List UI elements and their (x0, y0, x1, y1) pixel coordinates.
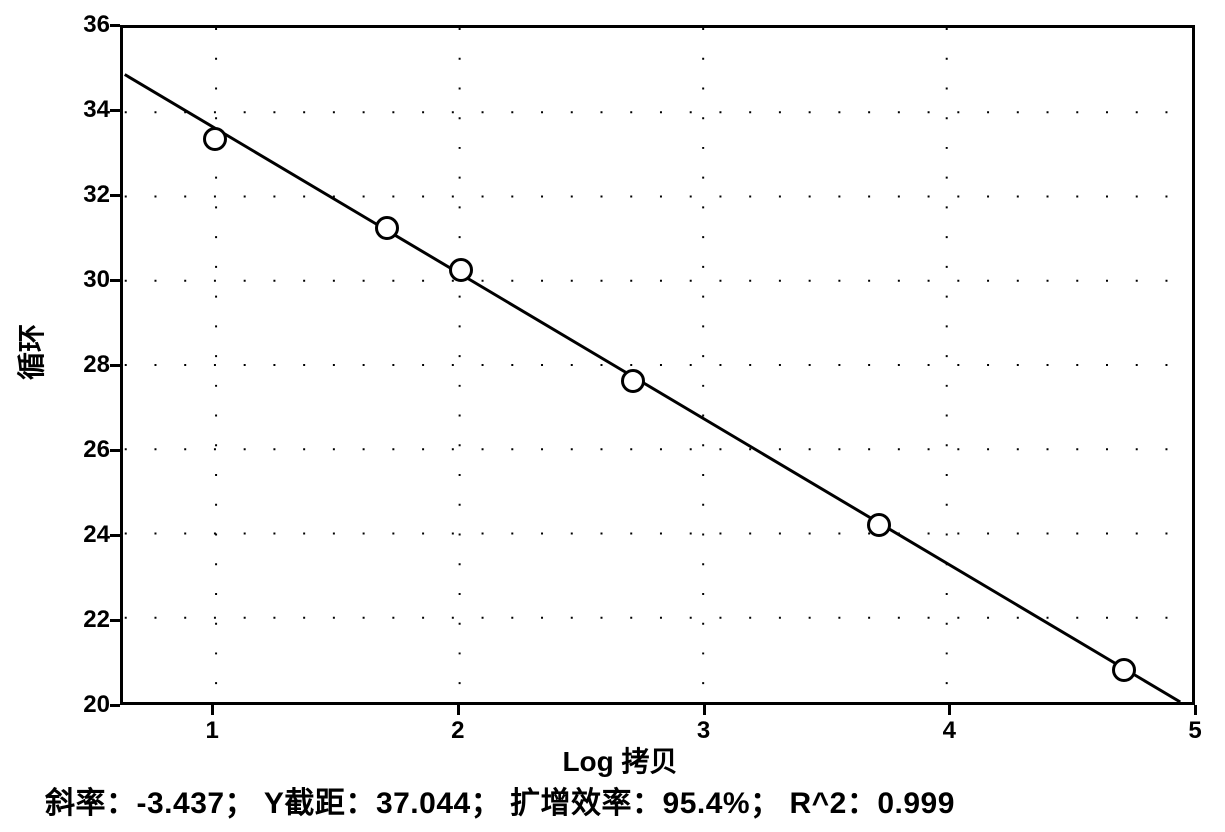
ytick-mark (110, 24, 120, 27)
ytick-label: 30 (70, 266, 110, 294)
x-axis-label: Log 拷贝 (562, 740, 677, 780)
ytick-mark (110, 534, 120, 537)
ytick-label: 20 (70, 691, 110, 719)
xtick-mark (1194, 705, 1197, 715)
xtick-label: 3 (689, 717, 719, 745)
intercept-label: Y截距： (264, 787, 376, 820)
ytick-label: 22 (70, 606, 110, 634)
data-marker (375, 216, 399, 240)
ytick-mark (110, 364, 120, 367)
xtick-label: 5 (1180, 717, 1210, 745)
ytick-mark (110, 279, 120, 282)
slope-value: -3.437 (137, 787, 225, 820)
caption-text: 斜率：-3.437； Y截距：37.044； 扩增效率：95.4%； R^2：0… (45, 778, 955, 822)
data-marker (867, 513, 891, 537)
chart-container: 202224262830323436 12345 循环 Log 拷贝 (40, 20, 1200, 770)
xtick-mark (948, 705, 951, 715)
ytick-label: 34 (70, 96, 110, 124)
grid-svg (123, 28, 1192, 702)
data-marker (621, 369, 645, 393)
ytick-label: 24 (70, 521, 110, 549)
slope-label: 斜率： (45, 787, 137, 820)
ytick-mark (110, 449, 120, 452)
r2-label: R^2： (789, 787, 877, 820)
xtick-label: 2 (443, 717, 473, 745)
data-marker (1112, 658, 1136, 682)
efficiency-label: 扩增效率： (510, 787, 663, 820)
data-marker (449, 258, 473, 282)
xtick-mark (703, 705, 706, 715)
sep2: ； (471, 787, 502, 820)
r2-value: 0.999 (877, 787, 955, 820)
ytick-mark (110, 194, 120, 197)
xtick-label: 4 (934, 717, 964, 745)
ytick-label: 32 (70, 181, 110, 209)
plot-area (120, 25, 1195, 705)
sep3: ； (750, 787, 781, 820)
ytick-label: 26 (70, 436, 110, 464)
xtick-mark (211, 705, 214, 715)
ytick-label: 28 (70, 351, 110, 379)
ytick-label: 36 (70, 11, 110, 39)
sep1: ； (225, 787, 256, 820)
xtick-label: 1 (197, 717, 227, 745)
xtick-mark (457, 705, 460, 715)
y-axis-label: 循环 (10, 324, 50, 380)
efficiency-value: 95.4% (663, 787, 751, 820)
ytick-mark (110, 109, 120, 112)
ytick-mark (110, 619, 120, 622)
data-marker (203, 127, 227, 151)
ytick-mark (110, 704, 120, 707)
intercept-value: 37.044 (376, 787, 471, 820)
